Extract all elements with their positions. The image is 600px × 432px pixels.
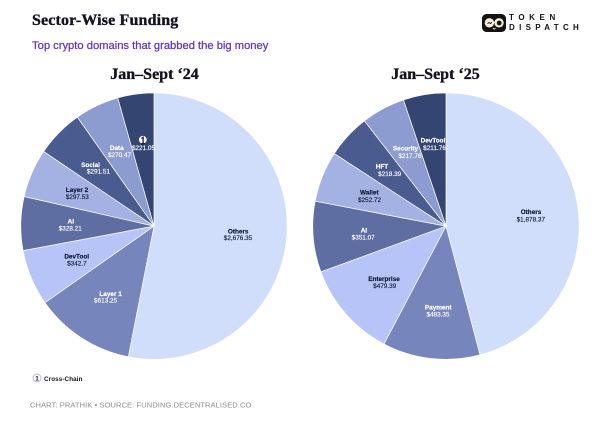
svg-text:Layer 2: Layer 2 xyxy=(66,187,89,194)
svg-text:CHART: PRATHIK • SOURCE: FUNDI: CHART: PRATHIK • SOURCE: FUNDING.DECENTR… xyxy=(30,400,252,409)
svg-text:Cross-Chain: Cross-Chain xyxy=(44,376,83,383)
svg-text:$270.47: $270.47 xyxy=(108,152,132,159)
svg-text:Enterprise: Enterprise xyxy=(368,276,400,283)
svg-text:$1,878.37: $1,878.37 xyxy=(517,216,546,223)
svg-text:$218.39: $218.39 xyxy=(378,171,402,178)
svg-text:$342.7: $342.7 xyxy=(67,261,87,268)
svg-text:Wallet: Wallet xyxy=(360,189,379,196)
svg-text:Others: Others xyxy=(228,229,249,236)
svg-text:$291.51: $291.51 xyxy=(87,168,111,175)
svg-text:Layer 1: Layer 1 xyxy=(99,291,122,298)
svg-text:AI: AI xyxy=(68,219,75,226)
svg-text:$211.76: $211.76 xyxy=(423,145,446,152)
svg-text:TOKEN: TOKEN xyxy=(509,13,560,22)
svg-text:$217.76: $217.76 xyxy=(398,153,422,160)
svg-text:Security: Security xyxy=(393,146,419,153)
svg-text:$483.35: $483.35 xyxy=(426,311,450,318)
svg-text:DISPATCH: DISPATCH xyxy=(509,23,583,32)
svg-text:$2,676.35: $2,676.35 xyxy=(224,235,253,242)
svg-text:Others: Others xyxy=(521,209,542,216)
svg-text:$328.21: $328.21 xyxy=(59,226,83,233)
svg-text:Data: Data xyxy=(110,145,124,152)
svg-text:$252.72: $252.72 xyxy=(358,197,382,204)
svg-text:$221.05: $221.05 xyxy=(132,145,156,152)
svg-text:Social: Social xyxy=(81,162,100,169)
svg-text:$479.39: $479.39 xyxy=(373,283,397,290)
svg-text:AI: AI xyxy=(361,227,368,234)
svg-text:$297.53: $297.53 xyxy=(66,194,90,201)
svg-text:DevTool: DevTool xyxy=(421,137,446,144)
svg-text:DevTool: DevTool xyxy=(64,254,89,261)
svg-text:$613.25: $613.25 xyxy=(94,297,118,304)
svg-text:1: 1 xyxy=(35,375,39,382)
svg-text:$351.07: $351.07 xyxy=(352,235,376,242)
svg-text:HFT: HFT xyxy=(376,163,389,170)
svg-text:Payment: Payment xyxy=(425,304,453,311)
